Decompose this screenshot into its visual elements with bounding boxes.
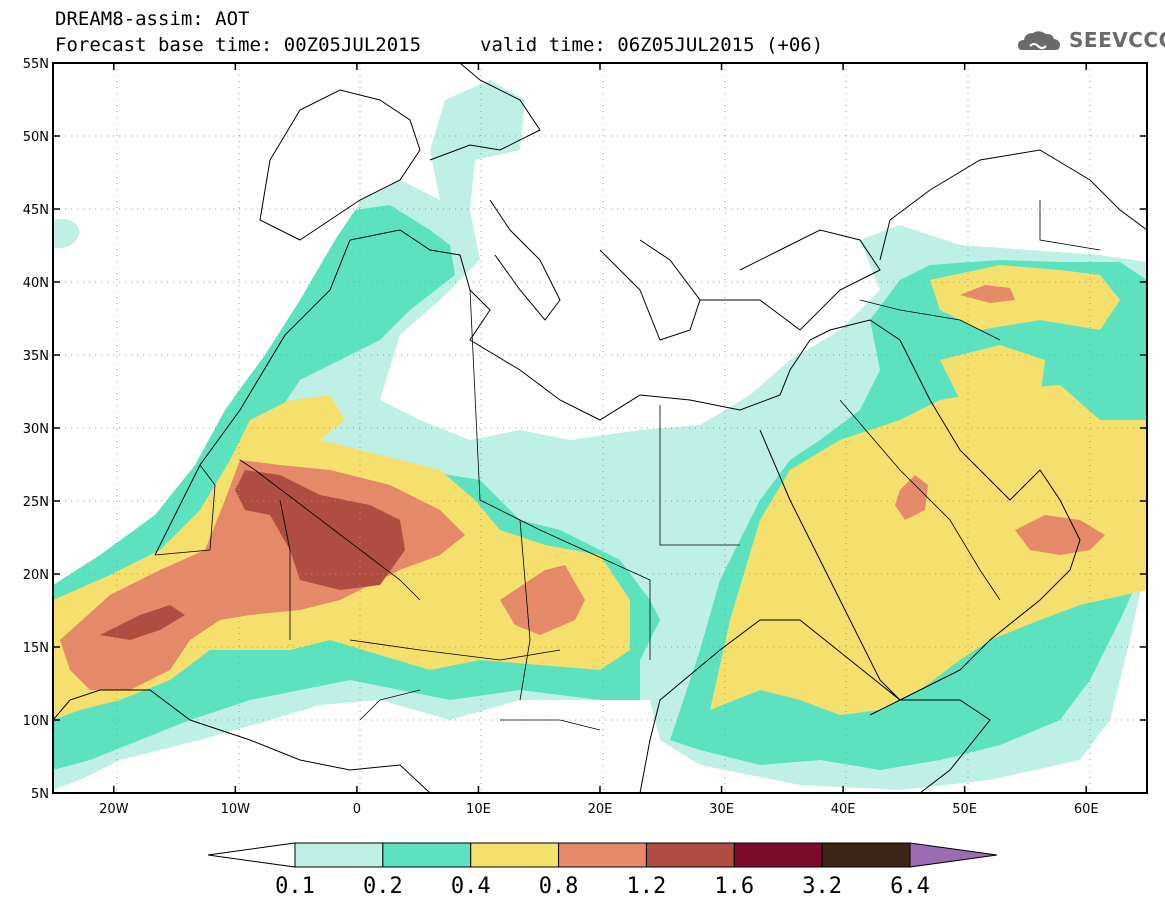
lat-tick-label: 25N (23, 495, 49, 510)
colorbar-label: 1.6 (714, 874, 754, 899)
colorbar-swatch (294, 842, 384, 868)
lon-tick-label: 20W (99, 802, 129, 817)
graticule (53, 63, 1147, 793)
colorbar-low-extension (207, 842, 296, 868)
lat-tick-label: 10N (23, 714, 49, 729)
colorbar-swatch (645, 842, 735, 868)
lon-tick-label: 30E (709, 802, 734, 817)
chart-title: DREAM8-assim: AOT (55, 8, 250, 30)
aot-level-0.4 (710, 385, 1147, 715)
forecast-base-time: Forecast base time: 00Z05JUL2015 (55, 34, 422, 56)
colorbar-swatch (382, 842, 472, 868)
colorbar-label: 0.4 (451, 874, 491, 899)
aot-level-0.4 (930, 265, 1120, 330)
aot-level-1.2 (100, 605, 185, 640)
colorbar-swatch (821, 842, 911, 868)
colorbar-label: 3.2 (802, 874, 842, 899)
valid-time: valid time: 06Z05JUL2015 (+06) (480, 34, 824, 56)
lon-tick-label: 50E (952, 802, 977, 817)
colorbar-label: 0.2 (363, 874, 403, 899)
colorbar-label: 1.2 (627, 874, 667, 899)
aot-level-0.1 (53, 218, 80, 249)
colorbar: 0.1 0.2 0.4 0.8 1.2 1.6 3.2 6.4 (207, 842, 998, 899)
colorbar-swatch (470, 842, 560, 868)
aot-level-0.8 (500, 565, 585, 635)
lat-tick-label: 5N (31, 787, 49, 802)
lat-tick-label: 45N (23, 203, 49, 218)
lat-tick-label: 50N (23, 130, 49, 145)
cloud-icon (1018, 31, 1060, 50)
lon-tick-label: 10W (221, 802, 251, 817)
colorbar-high-extension (909, 842, 998, 868)
aot-level-0.4 (940, 345, 1045, 410)
lat-tick-label: 20N (23, 568, 49, 583)
lon-tick-label: 10E (466, 802, 491, 817)
colorbar-swatch (558, 842, 647, 868)
colorbar-label: 0.8 (539, 874, 579, 899)
coastlines (53, 63, 1147, 793)
lon-tick-label: 20E (588, 802, 613, 817)
lat-tick-label: 15N (23, 641, 49, 656)
aot-field (53, 80, 1147, 790)
lat-tick-label: 55N (23, 57, 49, 72)
axis-ticks: 20W 10W 0 10E 20E 30E 40E 50E 60E 55N 50N 45N 40N 35N… (23, 57, 1147, 817)
aot-level-1.2 (235, 470, 405, 590)
lon-tick-label: 60E (1074, 802, 1099, 817)
lon-tick-label: 40E (831, 802, 856, 817)
colorbar-label: 6.4 (890, 874, 930, 899)
lon-tick-label: 0 (353, 802, 361, 817)
logo-text: SEEVCCC (1069, 28, 1165, 52)
aot-level-0.8 (960, 285, 1015, 303)
colorbar-label: 0.1 (275, 874, 315, 899)
country-borders (154, 200, 1101, 731)
lat-tick-label: 40N (23, 276, 49, 291)
lat-tick-label: 35N (23, 349, 49, 364)
aot-level-0.8 (1015, 515, 1105, 555)
colorbar-swatch (733, 842, 823, 868)
aot-level-0.8 (895, 475, 928, 520)
lat-tick-label: 30N (23, 422, 49, 437)
